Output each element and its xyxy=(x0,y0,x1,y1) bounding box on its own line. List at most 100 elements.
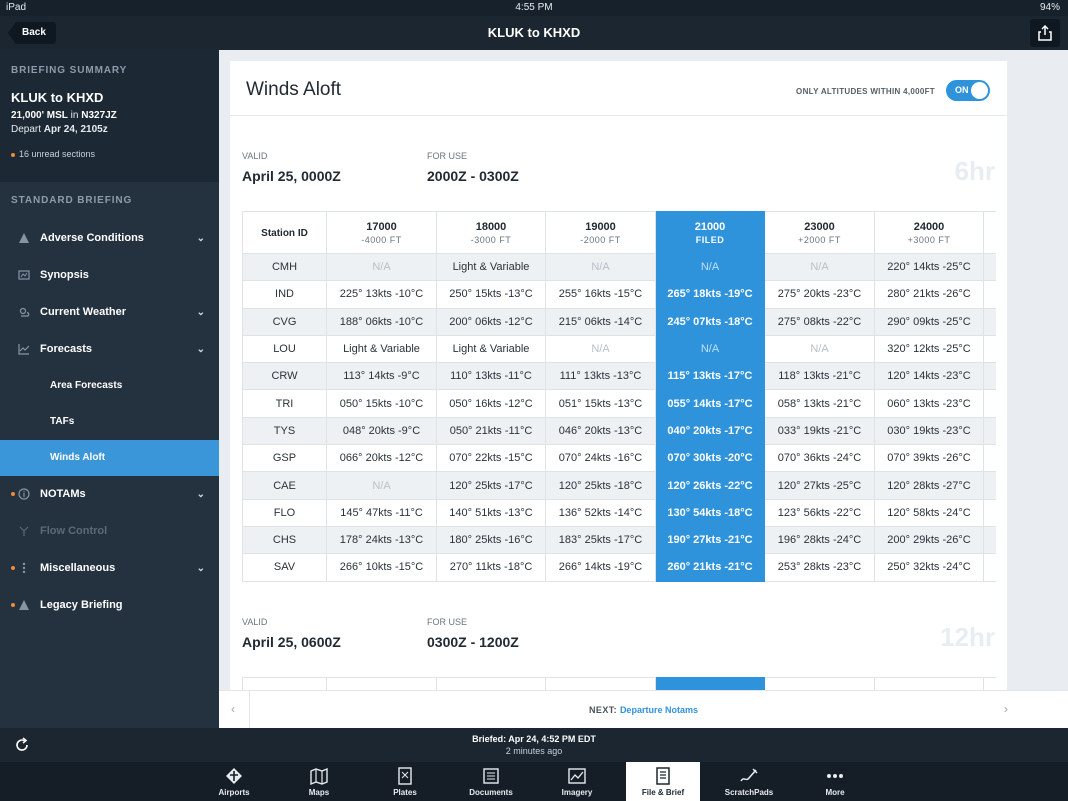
next-section-bar: ‹ NEXT: Departure Notams › xyxy=(219,690,1068,729)
column-overflow xyxy=(983,334,996,364)
next-section-link[interactable]: NEXT: Departure Notams xyxy=(219,705,1068,715)
wind-cell: 120° 27kts -25°C xyxy=(764,471,875,500)
sidebar-item-area-forecasts[interactable]: Area Forecasts xyxy=(50,380,123,391)
sidebar-item-tafs[interactable]: TAFs xyxy=(50,416,75,427)
valid-time: April 25, 0000Z xyxy=(242,168,341,184)
refresh-icon[interactable] xyxy=(14,737,30,753)
tab-airports[interactable]: Airports xyxy=(197,762,271,801)
column-overflow xyxy=(983,280,996,309)
wind-cell: 033° 19kts -21°C xyxy=(764,416,875,446)
tab-scratchpads[interactable]: ScratchPads xyxy=(712,762,786,801)
winds-table-period-2: 17000 18000 19000 21000 23000 24000 xyxy=(242,677,996,691)
column-header-station: Station ID xyxy=(242,211,327,254)
share-icon xyxy=(1038,25,1052,41)
altitude-filter-toggle[interactable]: ON xyxy=(946,80,990,101)
filed-wind-cell: 040° 20kts -17°C xyxy=(655,416,765,446)
tab-plates[interactable]: Plates xyxy=(368,762,442,801)
route-title: KLUK to KHXD xyxy=(11,90,104,105)
table-row: CMH N/A Light & Variable N/A N/A N/A 220° 14kt… xyxy=(242,252,996,282)
map-icon xyxy=(310,767,328,786)
filed-wind-cell: 120° 26kts -22°C xyxy=(655,471,765,500)
wind-cell: 120° 58kts -24°C xyxy=(874,498,984,527)
tab-more[interactable]: More xyxy=(798,762,872,801)
wind-cell: 225° 13kts -10°C xyxy=(326,280,437,309)
main-content: Winds Aloft ONLY ALTITUDES WITHIN 4,000F… xyxy=(219,50,1068,729)
airport-icon xyxy=(226,768,242,784)
wind-cell: 118° 13kts -21°C xyxy=(764,362,875,391)
wind-cell: 136° 52kts -14°C xyxy=(545,498,656,527)
chevron-down-icon: ⌄ xyxy=(196,489,205,500)
tab-maps[interactable]: Maps xyxy=(282,762,356,801)
sidebar-item-synopsis[interactable]: Synopsis xyxy=(0,257,219,294)
tab-imagery[interactable]: Imagery xyxy=(540,762,614,801)
tab-documents[interactable]: Documents xyxy=(454,762,528,801)
next-target[interactable]: Departure Notams xyxy=(619,705,698,715)
previous-arrow-icon[interactable]: ‹ xyxy=(231,702,235,716)
filed-wind-cell: 115° 13kts -17°C xyxy=(655,362,765,391)
column-header-altitude: 19000 xyxy=(545,677,656,691)
divider xyxy=(249,691,250,729)
column-header-altitude: 17000 -4000 FT xyxy=(326,211,437,254)
toggle-label: ON xyxy=(955,85,969,95)
wind-cell: N/A xyxy=(545,334,656,364)
wind-cell: 180° 25kts -16°C xyxy=(436,525,546,555)
sidebar-item-forecasts[interactable]: Forecasts ⌄ xyxy=(0,331,219,368)
column-header-filed-altitude: 21000 FILED xyxy=(655,211,765,254)
column-overflow xyxy=(983,553,996,582)
column-overflow xyxy=(983,389,996,418)
table-row: TYS 048° 20kts -9°C 050° 21kts -11°C 046° 2… xyxy=(242,416,996,446)
wind-cell: 051° 15kts -13°C xyxy=(545,389,656,418)
briefed-time: Briefed: Apr 24, 4:52 PM EDT xyxy=(472,734,596,744)
wind-cell: 215° 06kts -14°C xyxy=(545,307,656,336)
chevron-down-icon: ⌄ xyxy=(196,233,205,244)
standard-briefing-heading: STANDARD BRIEFING xyxy=(11,195,133,206)
tab-file-brief[interactable]: File & Brief xyxy=(626,762,700,801)
column-overflow xyxy=(983,498,996,527)
share-button[interactable] xyxy=(1030,19,1060,47)
wind-cell: N/A xyxy=(764,252,875,282)
sidebar-item-winds-aloft[interactable]: Winds Aloft xyxy=(0,440,219,476)
more-icon xyxy=(827,774,843,778)
cloud-sun-icon xyxy=(19,307,30,317)
winds-table: Station ID 17000 -4000 FT 18000 -3000 FT 1… xyxy=(242,211,996,582)
valid-time: April 25, 0600Z xyxy=(242,634,341,650)
column-header-altitude: 23000 xyxy=(764,677,875,691)
wind-cell: 250° 15kts -13°C xyxy=(436,280,546,309)
filed-wind-cell: N/A xyxy=(655,334,765,364)
wind-cell: 196° 28kts -24°C xyxy=(764,525,875,555)
sidebar-item-flow-control[interactable]: Flow Control xyxy=(0,513,219,550)
altitude: 21,000' MSL xyxy=(11,110,68,121)
device-label: iPad xyxy=(6,2,27,13)
sidebar-item-adverse-conditions[interactable]: Adverse Conditions ⌄ xyxy=(0,220,219,257)
winds-aloft-card: Winds Aloft ONLY ALTITUDES WITHIN 4,000F… xyxy=(230,61,1007,691)
column-overflow xyxy=(983,252,996,282)
sidebar-item-legacy-briefing[interactable]: Legacy Briefing xyxy=(0,587,219,624)
page-title: KLUK to KHXD xyxy=(487,25,581,40)
wind-cell: N/A xyxy=(545,252,656,282)
station-id: TRI xyxy=(242,389,327,418)
unread-dot-icon xyxy=(11,603,15,607)
wind-cell: Light & Variable xyxy=(436,252,546,282)
filed-wind-cell: 265° 18kts -19°C xyxy=(655,280,765,309)
sidebar-item-notams[interactable]: NOTAMs ⌄ xyxy=(0,476,219,513)
wind-cell: 048° 20kts -9°C xyxy=(326,416,437,446)
forecast-hours: 6hr xyxy=(954,156,995,186)
wind-cell: 110° 13kts -11°C xyxy=(436,362,546,391)
chart-icon xyxy=(18,344,30,355)
for-use-label: FOR USE xyxy=(427,151,468,161)
column-overflow xyxy=(983,307,996,336)
wind-cell: 050° 15kts -10°C xyxy=(326,389,437,418)
wind-cell: 113° 14kts -9°C xyxy=(326,362,437,391)
sidebar-item-current-weather[interactable]: Current Weather ⌄ xyxy=(0,294,219,331)
column-overflow xyxy=(983,362,996,391)
table-row: IND 225° 13kts -10°C 250° 15kts -13°C 255° … xyxy=(242,280,996,309)
station-id: FLO xyxy=(242,498,327,527)
dots-icon xyxy=(22,562,26,574)
wind-cell: 120° 28kts -27°C xyxy=(874,471,984,500)
scratchpad-icon xyxy=(740,768,758,782)
sidebar-item-miscellaneous[interactable]: Miscellaneous ⌄ xyxy=(0,550,219,587)
wind-cell: 120° 14kts -23°C xyxy=(874,362,984,391)
next-arrow-icon[interactable]: › xyxy=(1004,702,1008,716)
back-button[interactable]: Back xyxy=(8,22,56,44)
for-use-range: 0300Z - 1200Z xyxy=(427,634,519,650)
